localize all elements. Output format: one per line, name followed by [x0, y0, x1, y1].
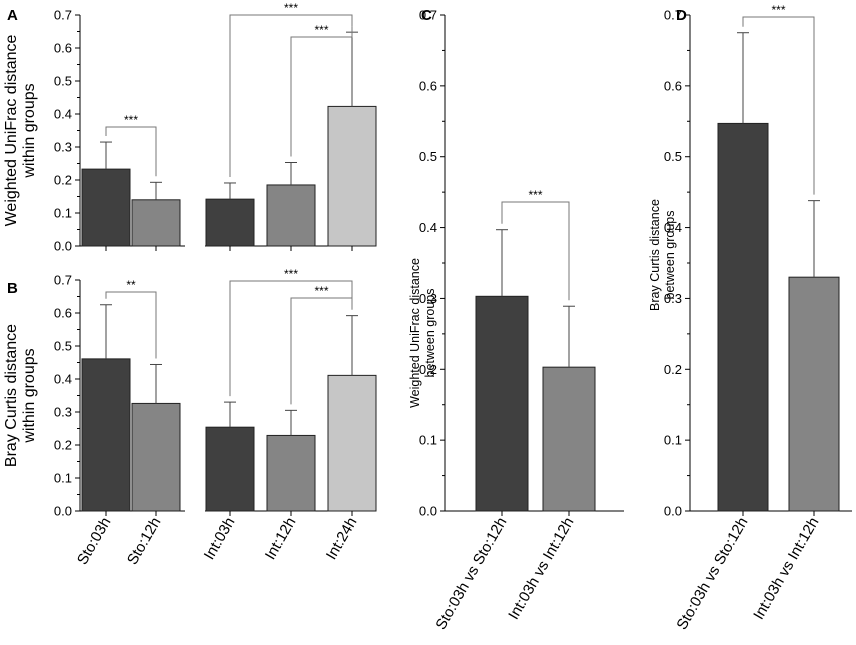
y-tick-label: 0.3: [664, 291, 682, 306]
x-tick-label: Int:24h: [323, 515, 361, 563]
bar: [131, 402, 181, 512]
significance-label: ***: [528, 188, 542, 202]
y-tick-label: 0.5: [419, 149, 437, 164]
y-tick-label: 0.2: [54, 438, 72, 453]
x-tick-label: Sto:03h vs Sto:12h: [673, 515, 751, 633]
x-tick-label: Sto:12h: [124, 515, 165, 568]
significance-bracket: [501, 201, 570, 301]
bar: [266, 184, 316, 247]
bar: [205, 198, 255, 247]
y-tick-label: 0.1: [54, 206, 72, 221]
y-tick-label: 0.2: [54, 173, 72, 188]
significance-label: ***: [284, 1, 298, 15]
y-tick-label: 0.0: [664, 504, 682, 519]
panel-d: D 0.0 0.1 0.2 0.3 0.4 0.5 0.6 0.7 Bray Curtis dis…: [648, 3, 852, 633]
y-tick-label: 0.7: [54, 273, 72, 288]
y-tick-label: 0.5: [664, 149, 682, 164]
y-tick-label: 0.3: [54, 405, 72, 420]
bar: [266, 434, 316, 512]
significance-bracket: [229, 280, 353, 397]
y-axis-label: within groups: [21, 83, 38, 178]
bar: [542, 366, 596, 512]
y-tick-label: 0.4: [54, 107, 72, 122]
panel-c: C 0.0 0.1 0.2 0.3 0.4 0.5 0.6 0.7 Weighted UniFra…: [408, 7, 624, 633]
significance-label: ***: [314, 23, 328, 37]
y-tick-label: 0.3: [419, 291, 437, 306]
panel-letter: B: [7, 280, 18, 297]
y-axis-label: Weighted UniFrac distance: [408, 258, 422, 408]
y-axis-label: Weighted UniFrac distance: [3, 35, 20, 227]
y-tick-label: 0.6: [54, 41, 72, 56]
y-axis-label: Bray Curtis distance: [3, 324, 20, 467]
panel-letter: D: [676, 7, 687, 24]
y-axis-label: between groups: [423, 289, 437, 378]
y-tick-label: 0.4: [54, 372, 72, 387]
y-tick-label: 0.0: [54, 239, 72, 254]
x-tick-label: Int:03h vs Int:12h: [505, 515, 577, 623]
y-tick-label: 0.7: [419, 8, 437, 23]
y-axis-label: Bray Curtis distance: [648, 199, 662, 311]
x-tick-label: Sto:03h: [74, 515, 115, 568]
significance-bracket: [105, 126, 157, 177]
y-tick-label: 0.6: [664, 78, 682, 93]
bar: [205, 426, 255, 512]
bar: [327, 105, 377, 247]
y-tick-label: 0.2: [419, 362, 437, 377]
y-tick-label: 0.6: [54, 306, 72, 321]
bar: [717, 122, 769, 512]
significance-label: ***: [771, 3, 785, 17]
panel-letter: C: [421, 7, 432, 24]
significance-bracket: [290, 26, 353, 157]
significance-bracket: [742, 16, 815, 195]
y-tick-label: 0.4: [664, 220, 682, 235]
panel-b: B 0.0 0.1 0.2 0.3 0.4 0.5 0.6 0.7 Bray Curtis dis…: [3, 267, 377, 568]
x-tick-label: Sto:03h vs Sto:12h: [432, 515, 510, 633]
significance-bracket: [290, 297, 353, 405]
bar: [788, 276, 840, 512]
panel-letter: A: [7, 7, 18, 24]
y-tick-label: 0.4: [419, 220, 437, 235]
x-tick-label: Int:03h: [201, 515, 239, 563]
y-tick-label: 0.1: [419, 433, 437, 448]
y-tick-label: 0.5: [54, 74, 72, 89]
y-tick-label: 0.0: [54, 504, 72, 519]
y-tick-label: 0.2: [664, 362, 682, 377]
y-tick-label: 0.6: [419, 78, 437, 93]
bar: [81, 168, 131, 247]
y-tick-label: 0.7: [54, 8, 72, 23]
y-tick-label: 0.7: [664, 8, 682, 23]
y-tick-label: 0.5: [54, 339, 72, 354]
bar: [131, 199, 181, 247]
significance-label: ***: [284, 267, 298, 281]
y-tick-label: 0.1: [54, 471, 72, 486]
panel-a: A 0.0 0.1 0.2 0.3 0.4 0.5 0.6 0.7 Weighted UniFra…: [3, 1, 377, 254]
bar: [81, 358, 131, 512]
bar: [327, 374, 377, 512]
significance-label: ***: [124, 113, 138, 127]
y-tick-label: 0.0: [419, 504, 437, 519]
x-tick-label: Int:03h vs Int:12h: [750, 515, 822, 623]
y-tick-label: 0.3: [54, 140, 72, 155]
significance-bracket: [105, 291, 157, 359]
y-axis-label: between groups: [663, 211, 677, 300]
significance-label: **: [126, 278, 136, 292]
significance-label: ***: [314, 284, 328, 298]
significance-bracket: [229, 14, 353, 177]
y-axis-label: within groups: [21, 348, 38, 443]
x-tick-label: Int:12h: [262, 515, 300, 563]
bar: [475, 295, 529, 512]
y-tick-label: 0.1: [664, 433, 682, 448]
